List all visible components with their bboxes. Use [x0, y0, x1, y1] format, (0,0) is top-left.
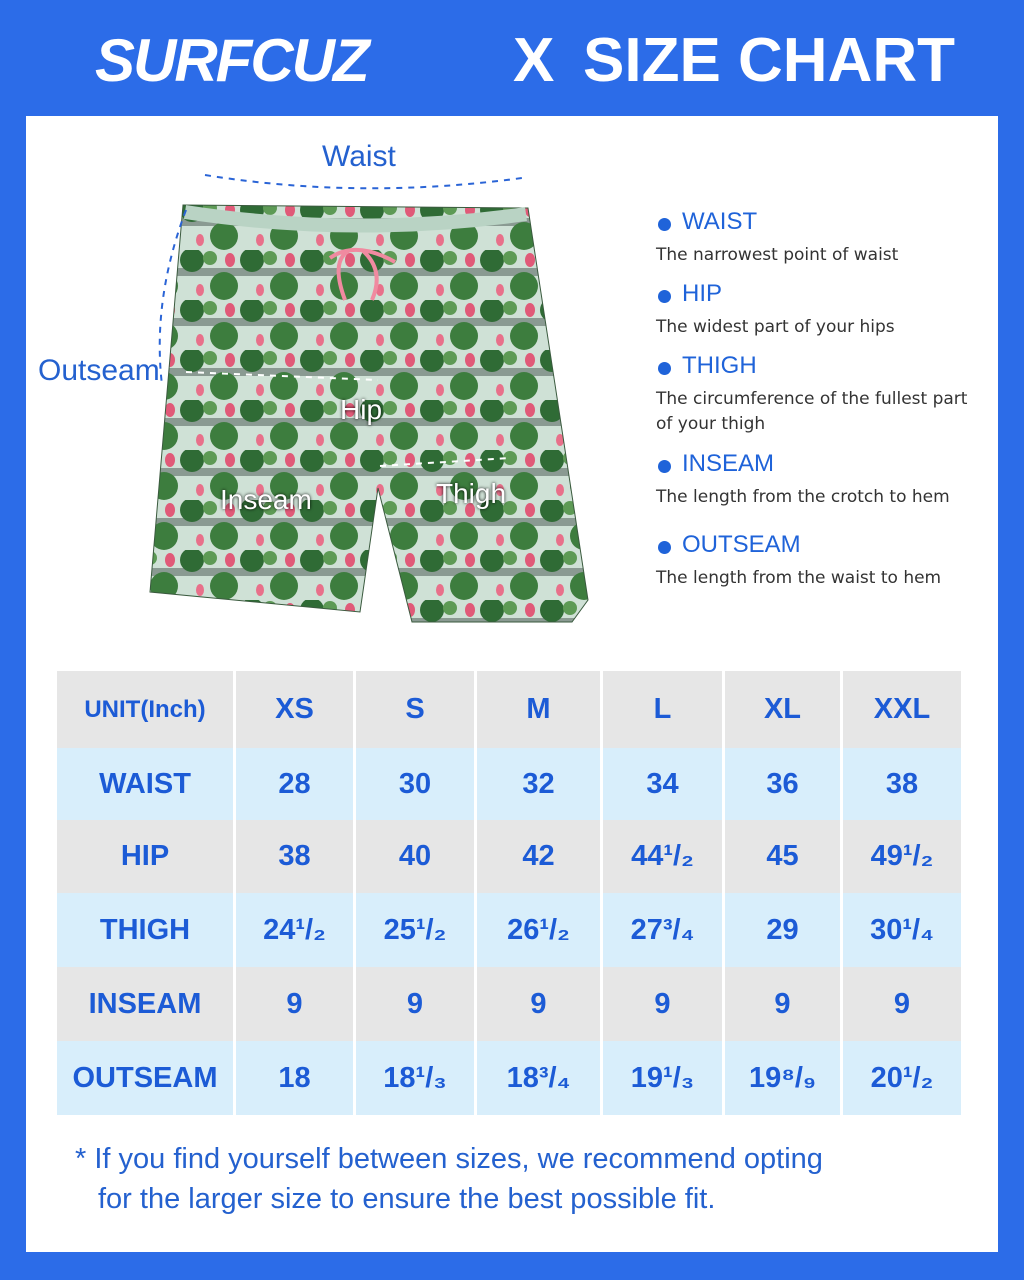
- legend-description: The widest part of your hips: [656, 317, 895, 337]
- table-cell: 18¹/₃: [356, 1041, 477, 1115]
- legend-bullet: [658, 218, 671, 231]
- waist-label: Waist: [322, 140, 396, 173]
- legend-bullet: [658, 290, 671, 303]
- legend-description: The length from the crotch to hem: [656, 487, 950, 507]
- header-cell: S: [356, 671, 477, 748]
- table-cell: 30: [356, 748, 477, 820]
- legend-description: The narrowest point of waist: [656, 245, 899, 265]
- table-cell: 26¹/₂: [477, 893, 603, 967]
- legend-bullet: [658, 541, 671, 554]
- inseam-label: Inseam: [220, 484, 312, 515]
- hip-label: Hip: [340, 394, 383, 425]
- header-cell: UNIT(Inch): [57, 671, 236, 748]
- table-cell: 34: [603, 748, 725, 820]
- table-cell: 28: [236, 748, 356, 820]
- title: SIZE CHART: [583, 26, 955, 95]
- legend-title: WAIST: [682, 208, 758, 235]
- separator: X: [513, 26, 555, 95]
- table-cell: 25¹/₂: [356, 893, 477, 967]
- footnote-line: * If you find yourself between sizes, we…: [75, 1143, 823, 1175]
- table-cell: THIGH: [57, 893, 236, 967]
- table-cell: 9: [603, 967, 725, 1041]
- header-cell: XL: [725, 671, 843, 748]
- brand: SURFCUZ: [95, 27, 370, 94]
- legend-title: INSEAM: [682, 450, 775, 477]
- header-cell: XXL: [843, 671, 961, 748]
- legend-title: HIP: [682, 280, 723, 307]
- thigh-label: Thigh: [436, 478, 507, 509]
- table-cell: 32: [477, 748, 603, 820]
- table-cell: 38: [236, 820, 356, 893]
- table-cell: 20¹/₂: [843, 1041, 961, 1115]
- table-cell: 9: [725, 967, 843, 1041]
- table-cell: 18³/₄: [477, 1041, 603, 1115]
- legend-description: The length from the waist to hem: [656, 568, 942, 588]
- table-cell: 19¹/₃: [603, 1041, 725, 1115]
- legend-description: The circumference of the fullest part of…: [656, 389, 968, 434]
- header-cell: L: [603, 671, 725, 748]
- table-cell: 9: [477, 967, 603, 1041]
- table-cell: INSEAM: [57, 967, 236, 1041]
- table-cell: 44¹/₂: [603, 820, 725, 893]
- legend-title: THIGH: [682, 352, 757, 379]
- table-cell: 45: [725, 820, 843, 893]
- table-cell: 49¹/₂: [843, 820, 961, 893]
- table-cell: 9: [236, 967, 356, 1041]
- table-cell: HIP: [57, 820, 236, 893]
- table-cell: 40: [356, 820, 477, 893]
- legend-bullet: [658, 460, 671, 473]
- table-cell: 24¹/₂: [236, 893, 356, 967]
- table-cell: WAIST: [57, 748, 236, 820]
- table-cell: 38: [843, 748, 961, 820]
- footnote-line: for the larger size to ensure the best p…: [98, 1183, 716, 1215]
- table-cell: 9: [356, 967, 477, 1041]
- table-cell: 18: [236, 1041, 356, 1115]
- table-cell: OUTSEAM: [57, 1041, 236, 1115]
- legend-bullet: [658, 362, 671, 375]
- table-cell: 9: [843, 967, 961, 1041]
- header-cell: M: [477, 671, 603, 748]
- table-cell: 29: [725, 893, 843, 967]
- table-cell: 36: [725, 748, 843, 820]
- table-cell: 19⁸/₉: [725, 1041, 843, 1115]
- table-cell: 42: [477, 820, 603, 893]
- header-cell: XS: [236, 671, 356, 748]
- legend-title: OUTSEAM: [682, 531, 801, 558]
- table-cell: 27³/₄: [603, 893, 725, 967]
- outseam-label: Outseam: [38, 354, 160, 387]
- table-cell: 30¹/₄: [843, 893, 961, 967]
